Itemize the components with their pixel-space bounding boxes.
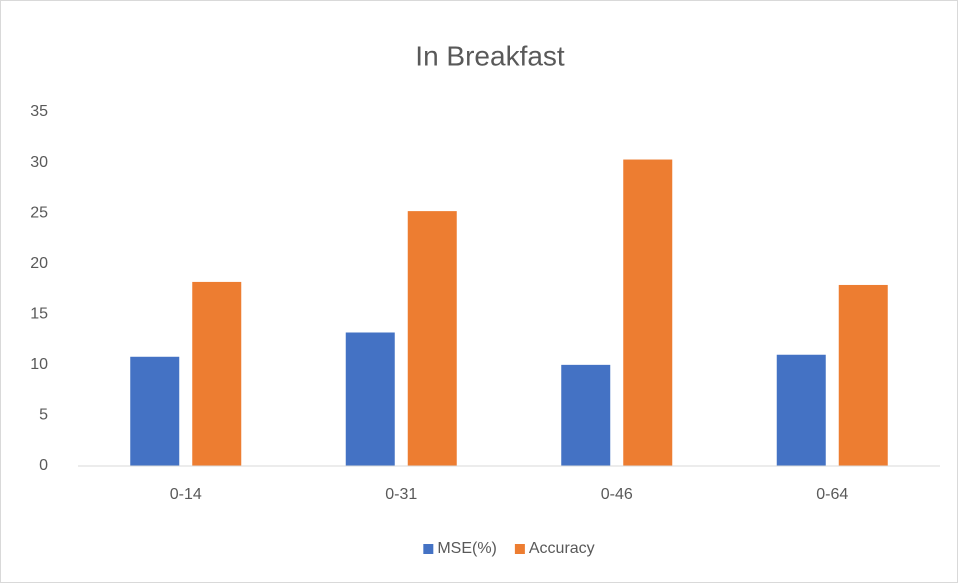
bar — [407, 211, 457, 466]
bar — [192, 281, 242, 466]
x-tick-label: 0-64 — [816, 486, 848, 503]
y-tick-label: 0 — [39, 457, 48, 474]
bar — [623, 159, 673, 466]
bar — [561, 364, 611, 466]
bar — [776, 354, 826, 466]
x-tick-label: 0-46 — [601, 486, 633, 503]
bar — [345, 332, 395, 466]
y-tick-label: 35 — [30, 103, 48, 120]
chart-title: In Breakfast — [415, 40, 565, 71]
legend-label: MSE(%) — [437, 540, 497, 557]
y-tick-label: 10 — [30, 356, 48, 373]
legend-swatch — [423, 544, 434, 554]
bar — [130, 356, 180, 466]
y-tick-label: 15 — [30, 306, 48, 323]
x-tick-label: 0-14 — [170, 486, 202, 503]
legend-label: Accuracy — [529, 540, 595, 557]
y-tick-label: 25 — [30, 204, 48, 221]
y-tick-label: 5 — [39, 407, 48, 424]
x-tick-label: 0-31 — [385, 486, 417, 503]
bar — [838, 284, 888, 466]
y-tick-label: 30 — [30, 154, 48, 171]
legend-swatch — [514, 544, 525, 554]
y-tick-label: 20 — [30, 255, 48, 272]
